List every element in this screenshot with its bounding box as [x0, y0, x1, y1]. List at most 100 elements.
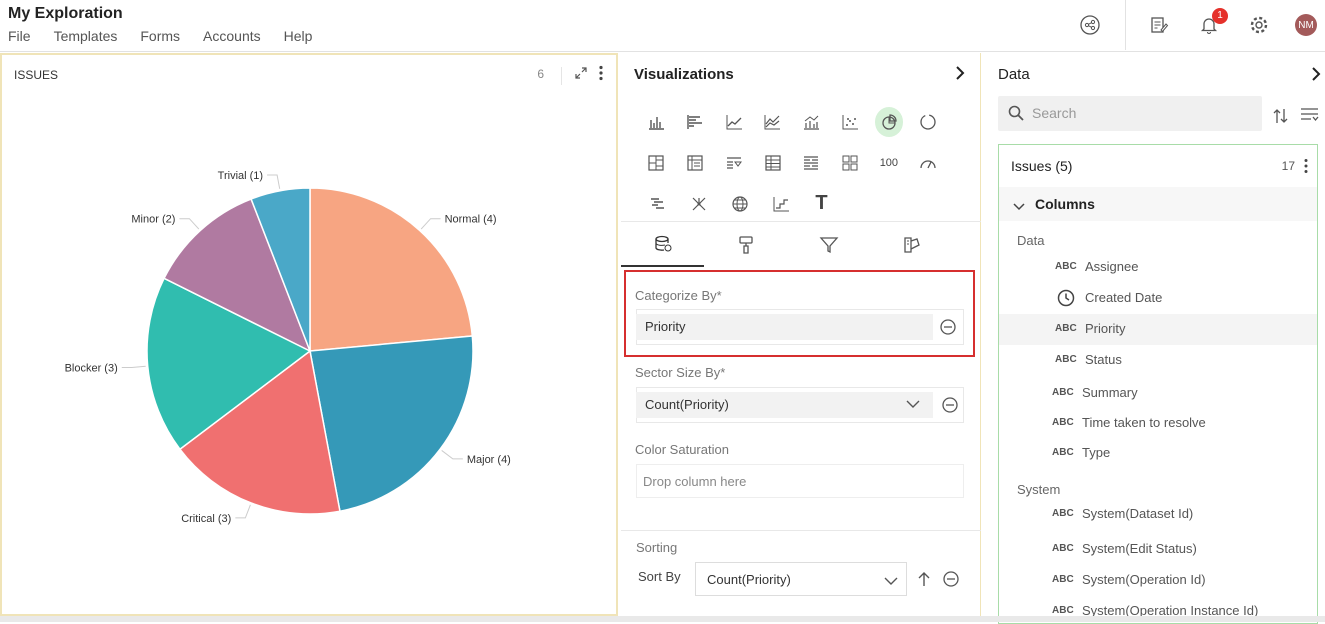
leader-line — [121, 365, 146, 369]
chevron-right-icon[interactable] — [954, 65, 966, 86]
column-created-date[interactable]: Created Date — [999, 283, 1317, 314]
expand-icon[interactable] — [574, 66, 588, 85]
pie-slice-critical[interactable] — [178, 349, 341, 515]
step-chart-icon[interactable] — [760, 189, 801, 219]
settings-gear-icon[interactable] — [1248, 14, 1270, 36]
sort-icon[interactable] — [1272, 108, 1290, 129]
tab-format[interactable] — [704, 222, 787, 267]
color-saturation-dropzone[interactable]: Drop column here — [636, 464, 964, 498]
text-type-icon: ABC — [1052, 543, 1074, 554]
share-icon[interactable] — [1079, 14, 1101, 36]
chevron-down-icon — [1013, 199, 1025, 215]
columns-header[interactable]: Columns — [999, 187, 1317, 221]
scatter-chart-icon[interactable] — [830, 107, 869, 137]
edit-note-icon[interactable] — [1148, 14, 1170, 36]
remove-circle-icon[interactable] — [941, 396, 959, 419]
cards-icon[interactable] — [831, 148, 870, 178]
column-system-dataset-id[interactable]: ABC System(Dataset Id) — [999, 499, 1317, 530]
chevron-down-icon[interactable] — [905, 396, 921, 417]
search-input[interactable]: Search — [998, 96, 1262, 131]
more-options-icon[interactable] — [598, 65, 604, 86]
leader-line — [235, 504, 251, 519]
bar-chart-icon[interactable] — [676, 107, 715, 137]
leader-line — [267, 174, 281, 189]
gauge-icon[interactable] — [908, 148, 947, 178]
column-chart-icon[interactable] — [637, 107, 676, 137]
globe-icon[interactable] — [719, 189, 760, 219]
tab-theme[interactable] — [870, 222, 953, 267]
column-name: System(Dataset Id) — [1082, 506, 1194, 521]
tab-data[interactable] — [621, 222, 704, 267]
pie-slice-blocker[interactable] — [146, 277, 312, 451]
remove-circle-icon[interactable] — [942, 570, 960, 593]
categorize-by-value[interactable]: Priority — [636, 314, 933, 340]
color-saturation-label: Color Saturation — [635, 442, 729, 457]
text-type-icon: ABC — [1055, 354, 1077, 365]
more-options-icon[interactable] — [1303, 158, 1309, 179]
leader-line — [179, 218, 200, 230]
kpi-icon[interactable]: 100 — [870, 148, 909, 178]
menu-forms[interactable]: Forms — [140, 28, 181, 44]
column-type[interactable]: ABC Type — [999, 438, 1317, 469]
donut-chart-icon[interactable] — [908, 107, 947, 137]
gantt-icon[interactable] — [637, 189, 678, 219]
text-type-icon: ABC — [1052, 574, 1074, 585]
leader-line — [441, 450, 463, 460]
column-system-edit-status[interactable]: ABC System(Edit Status) — [999, 534, 1317, 565]
pie-chart-icon[interactable] — [874, 106, 903, 137]
combo-chart-icon[interactable] — [792, 107, 831, 137]
column-name: System(Operation Id) — [1082, 572, 1206, 587]
chevron-right-icon[interactable] — [1311, 66, 1321, 87]
sector-size-value[interactable]: Count(Priority) — [636, 392, 933, 418]
column-system-operation-instance-id[interactable]: ABC System(Operation Instance Id) — [999, 596, 1317, 616]
column-priority[interactable]: ABC Priority — [999, 314, 1317, 345]
dataset-issues: Issues (5) 17 Columns Data ABC Assignee … — [998, 144, 1318, 624]
treemap-icon[interactable] — [637, 148, 676, 178]
visualizations-title: Visualizations — [634, 66, 734, 83]
menu-help[interactable]: Help — [283, 28, 313, 44]
chart-row-count: 6 — [537, 67, 544, 81]
area-chart-icon[interactable] — [753, 107, 792, 137]
pie-chart: Normal (4) Major (4) Critical (3) Blocker (… — [65, 170, 511, 525]
notification-bell-icon[interactable]: 1 — [1198, 8, 1228, 36]
notification-badge: 1 — [1212, 8, 1228, 24]
chart-panel: ISSUES 6 Normal (4) Major (4) Critical (3)… — [0, 53, 618, 616]
dataset-name[interactable]: Issues (5) — [1011, 158, 1073, 174]
pie-slice-normal[interactable] — [309, 187, 474, 352]
column-time-taken[interactable]: ABC Time taken to resolve — [999, 408, 1317, 439]
pie-slice-major[interactable] — [309, 335, 474, 513]
list-filter-icon[interactable] — [1300, 106, 1320, 127]
pivot-table-icon[interactable] — [676, 148, 715, 178]
columns-label: Columns — [1035, 196, 1095, 212]
line-chart-icon[interactable] — [714, 107, 753, 137]
sort-ascending-icon[interactable] — [917, 570, 931, 593]
column-name: Time taken to resolve — [1082, 415, 1206, 430]
grouped-table-icon[interactable] — [792, 148, 831, 178]
text-type-icon: ABC — [1055, 323, 1077, 334]
avatar[interactable]: NM — [1295, 14, 1317, 36]
column-system-operation-id[interactable]: ABC System(Operation Id) — [999, 565, 1317, 596]
text-type-icon: ABC — [1052, 387, 1074, 398]
menu-accounts[interactable]: Accounts — [203, 28, 261, 44]
chevron-down-icon[interactable] — [883, 573, 899, 594]
pie-slice-minor[interactable] — [163, 198, 312, 353]
column-assignee[interactable]: ABC Assignee — [999, 252, 1317, 283]
text-widget-icon[interactable]: T — [801, 189, 842, 219]
column-status[interactable]: ABC Status — [999, 345, 1317, 376]
pie-slice-trivial[interactable] — [250, 187, 311, 352]
sort-by-label: Sort By — [638, 569, 681, 584]
data-panel: Data Search Issues (5) 17 Columns Data A… — [982, 53, 1325, 624]
table-icon[interactable] — [753, 148, 792, 178]
filter-table-icon[interactable] — [715, 148, 754, 178]
divider — [1125, 0, 1126, 50]
network-icon[interactable] — [678, 189, 719, 219]
remove-circle-icon[interactable] — [939, 318, 957, 341]
column-summary[interactable]: ABC Summary — [999, 378, 1317, 409]
sorting-label: Sorting — [636, 540, 678, 555]
column-name: Summary — [1082, 385, 1138, 400]
menu-file[interactable]: File — [8, 28, 31, 44]
menu-templates[interactable]: Templates — [53, 28, 118, 44]
top-icons: 1 NM — [1079, 0, 1325, 50]
sort-by-select[interactable]: Count(Priority) — [695, 562, 907, 596]
tab-filter[interactable] — [787, 222, 870, 267]
